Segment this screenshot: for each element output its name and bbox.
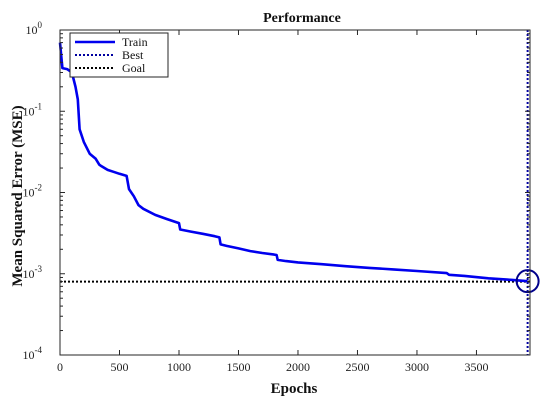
legend-label: Best: [122, 48, 144, 62]
axis-layer: 0 500 1000 1500 2000 2500 3000 3500 10-4 10-3 10-2…: [23, 20, 531, 374]
y-tick-label: 10-4: [23, 345, 43, 362]
chart-title: Performance: [263, 11, 341, 26]
legend-label: Goal: [122, 61, 146, 75]
x-tick-label: 500: [110, 360, 128, 374]
x-tick-label: 3500: [464, 360, 488, 374]
x-tick-label: 0: [57, 360, 63, 374]
y-tick-label: 10-2: [23, 183, 43, 200]
x-tick-label: 1000: [167, 360, 191, 374]
y-tick-label: 10-3: [23, 264, 43, 281]
y-axis-label: Mean Squared Error (MSE): [10, 105, 26, 286]
y-tick-label: 100: [26, 20, 43, 37]
x-axis-label: Epochs: [271, 381, 318, 397]
train-line: [58, 42, 528, 283]
x-tick-label: 2500: [345, 360, 369, 374]
y-tick-label: 10-1: [23, 101, 43, 118]
x-tick-label: 3000: [405, 360, 429, 374]
x-tick-label: 2000: [286, 360, 310, 374]
x-tick-label: 1500: [226, 360, 250, 374]
legend-box: [69, 32, 169, 78]
legend-label: Train: [122, 35, 148, 49]
